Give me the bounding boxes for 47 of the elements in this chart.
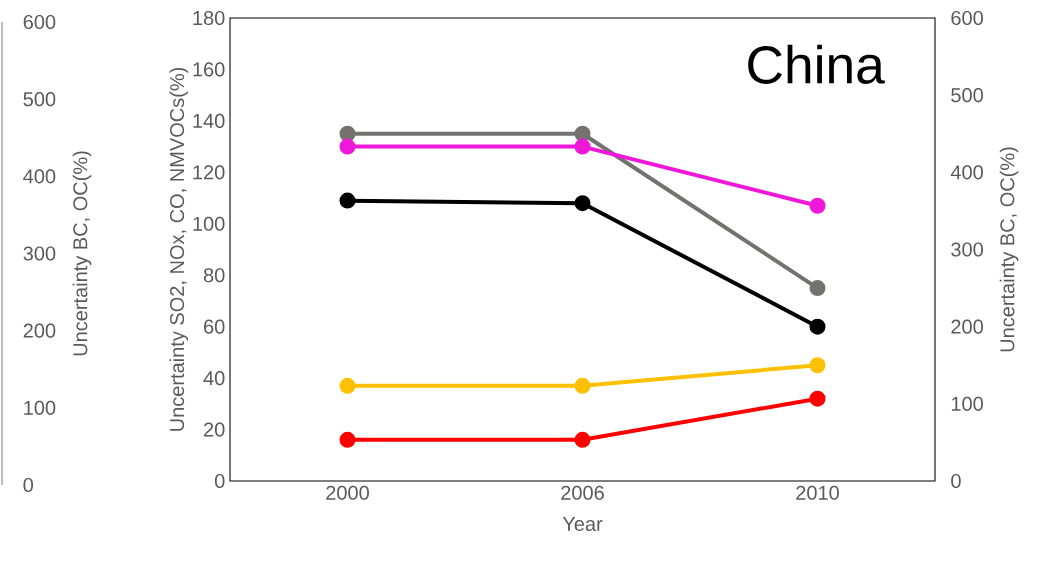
y3-tick-label: 200	[23, 323, 56, 338]
point	[574, 377, 591, 394]
y-tick-label: 0	[214, 473, 225, 489]
point	[339, 377, 356, 394]
point	[574, 431, 591, 448]
y-tick-label: 100	[193, 216, 225, 231]
y-tick-label: 40	[203, 371, 225, 386]
y2-tick-label: 300	[951, 242, 983, 257]
y-tick-label: 20	[204, 422, 225, 437]
x-tick-label: 2010	[796, 485, 839, 500]
y-tick-label: 60	[204, 319, 225, 334]
y3-tick-label: 300	[23, 246, 56, 261]
point	[574, 125, 591, 142]
y3-tick-label: 400	[23, 169, 56, 184]
point	[339, 138, 356, 155]
chart-title: China	[748, 44, 885, 84]
point	[339, 125, 356, 142]
y2-tick-label: 0	[951, 473, 961, 489]
point	[809, 357, 826, 374]
y3-tick-label: 100	[24, 400, 56, 415]
point	[809, 197, 826, 214]
y-tick-label: 80	[203, 268, 225, 283]
y-axis-title: Uncertainty SO2, NOx, CO, NMVOCs(%)	[169, 67, 189, 431]
y3-tick-label: 500	[23, 92, 56, 107]
x-tick-label: 2006	[561, 485, 604, 500]
y3-tick-label: 0	[23, 477, 34, 493]
y3-axis-title: Uncertainty BC, OC(%)	[72, 151, 92, 356]
y-tick-label: 180	[193, 10, 225, 26]
y-tick-label: 140	[193, 113, 225, 128]
y-tick-label: 120	[193, 165, 225, 180]
y2-tick-label: 600	[951, 10, 983, 26]
point	[339, 431, 356, 448]
y2-tick-label: 100	[951, 396, 983, 411]
x-tick-label: 2000	[326, 485, 369, 500]
x-axis-title: Year	[562, 517, 603, 531]
point	[574, 195, 591, 212]
point	[809, 318, 826, 335]
y2-axis-title: Uncertainty BC, OC(%)	[999, 147, 1019, 352]
y3-tick-label: 600	[23, 14, 56, 30]
point	[574, 138, 591, 155]
point	[809, 280, 826, 297]
y-tick-label: 160	[193, 62, 225, 77]
y2-tick-label: 400	[950, 165, 983, 180]
y2-tick-label: 500	[951, 88, 983, 103]
point	[809, 390, 826, 407]
point	[339, 192, 356, 209]
y2-tick-label: 200	[951, 319, 983, 334]
